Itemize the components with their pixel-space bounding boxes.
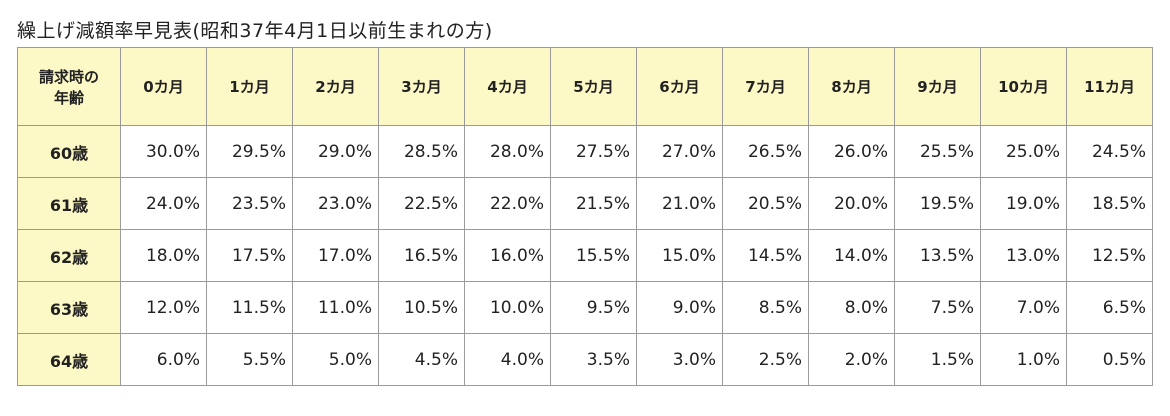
rate-cell: 13.5%: [894, 229, 981, 282]
header-cell: 3カ月: [378, 47, 465, 126]
rate-cell: 4.0%: [464, 333, 551, 386]
row-header: 64歳: [17, 333, 121, 386]
rate-cell: 2.5%: [722, 333, 809, 386]
rate-cell: 27.5%: [550, 125, 637, 178]
rate-cell: 25.0%: [980, 125, 1067, 178]
header-cell: 0カ月: [120, 47, 207, 126]
reduction-table: 請求時の 年齢 0カ月 1カ月 2カ月 3カ月 4カ月 5カ月 6カ月 7カ月 8カ月 9カ月 10カ…: [17, 47, 1153, 386]
rate-cell: 3.0%: [636, 333, 723, 386]
header-cell: 5カ月: [550, 47, 637, 126]
rate-cell: 15.0%: [636, 229, 723, 282]
rate-cell: 14.5%: [722, 229, 809, 282]
rate-cell: 1.0%: [980, 333, 1067, 386]
rate-cell: 22.0%: [464, 177, 551, 230]
rate-cell: 19.5%: [894, 177, 981, 230]
rate-cell: 13.0%: [980, 229, 1067, 282]
rate-cell: 23.0%: [292, 177, 379, 230]
rate-cell: 22.5%: [378, 177, 465, 230]
header-cell: 10カ月: [980, 47, 1067, 126]
rate-cell: 0.5%: [1066, 333, 1153, 386]
row-header: 61歳: [17, 177, 121, 230]
rate-cell: 26.0%: [808, 125, 895, 178]
rate-cell: 21.5%: [550, 177, 637, 230]
rate-cell: 5.0%: [292, 333, 379, 386]
rate-cell: 24.0%: [120, 177, 207, 230]
rate-cell: 9.5%: [550, 281, 637, 334]
rate-cell: 23.5%: [206, 177, 293, 230]
header-cell: 2カ月: [292, 47, 379, 126]
row-header: 63歳: [17, 281, 121, 334]
rate-cell: 5.5%: [206, 333, 293, 386]
table-row: 63歳 12.0% 11.5% 11.0% 10.5% 10.0% 9.5% 9.0% 8.5%…: [17, 281, 1153, 334]
rate-cell: 10.0%: [464, 281, 551, 334]
rate-cell: 7.5%: [894, 281, 981, 334]
rate-cell: 20.0%: [808, 177, 895, 230]
rate-cell: 18.0%: [120, 229, 207, 282]
rate-cell: 16.5%: [378, 229, 465, 282]
rate-cell: 6.5%: [1066, 281, 1153, 334]
rate-cell: 30.0%: [120, 125, 207, 178]
rate-cell: 12.0%: [120, 281, 207, 334]
table-row: 60歳 30.0% 29.5% 29.0% 28.5% 28.0% 27.5% 27.0% 26…: [17, 125, 1153, 178]
rate-cell: 9.0%: [636, 281, 723, 334]
rate-cell: 28.5%: [378, 125, 465, 178]
rate-cell: 29.5%: [206, 125, 293, 178]
rate-cell: 8.5%: [722, 281, 809, 334]
rate-cell: 26.5%: [722, 125, 809, 178]
rate-cell: 24.5%: [1066, 125, 1153, 178]
rate-cell: 29.0%: [292, 125, 379, 178]
rate-cell: 7.0%: [980, 281, 1067, 334]
table-title: 繰上げ減額率早見表(昭和37年4月1日以前生まれの方): [17, 20, 493, 42]
header-cell: 11カ月: [1066, 47, 1153, 126]
rate-cell: 16.0%: [464, 229, 551, 282]
header-cell: 6カ月: [636, 47, 723, 126]
row-header: 60歳: [17, 125, 121, 178]
rate-cell: 11.5%: [206, 281, 293, 334]
table-row: 64歳 6.0% 5.5% 5.0% 4.5% 4.0% 3.5% 3.0% 2.5% 2.0% 1…: [17, 333, 1153, 386]
rate-cell: 17.5%: [206, 229, 293, 282]
header-cell: 9カ月: [894, 47, 981, 126]
rate-cell: 25.5%: [894, 125, 981, 178]
header-row: 請求時の 年齢 0カ月 1カ月 2カ月 3カ月 4カ月 5カ月 6カ月 7カ月 8カ月 9カ月 10カ…: [17, 47, 1153, 126]
rate-cell: 21.0%: [636, 177, 723, 230]
rate-cell: 27.0%: [636, 125, 723, 178]
table-row: 62歳 18.0% 17.5% 17.0% 16.5% 16.0% 15.5% 15.0% 14…: [17, 229, 1153, 282]
header-cell: 4カ月: [464, 47, 551, 126]
rate-cell: 14.0%: [808, 229, 895, 282]
header-cell: 8カ月: [808, 47, 895, 126]
rate-cell: 17.0%: [292, 229, 379, 282]
rate-cell: 19.0%: [980, 177, 1067, 230]
rate-cell: 12.5%: [1066, 229, 1153, 282]
header-cell: 7カ月: [722, 47, 809, 126]
header-cell: 1カ月: [206, 47, 293, 126]
rate-cell: 11.0%: [292, 281, 379, 334]
row-header: 62歳: [17, 229, 121, 282]
rate-cell: 6.0%: [120, 333, 207, 386]
table-row: 61歳 24.0% 23.5% 23.0% 22.5% 22.0% 21.5% 21.0% 20…: [17, 177, 1153, 230]
rate-cell: 28.0%: [464, 125, 551, 178]
rate-cell: 15.5%: [550, 229, 637, 282]
rate-cell: 4.5%: [378, 333, 465, 386]
rate-cell: 18.5%: [1066, 177, 1153, 230]
rate-cell: 8.0%: [808, 281, 895, 334]
rate-cell: 1.5%: [894, 333, 981, 386]
rate-cell: 3.5%: [550, 333, 637, 386]
rate-cell: 20.5%: [722, 177, 809, 230]
rate-cell: 10.5%: [378, 281, 465, 334]
rate-cell: 2.0%: [808, 333, 895, 386]
header-cell: 請求時の 年齢: [17, 47, 121, 126]
